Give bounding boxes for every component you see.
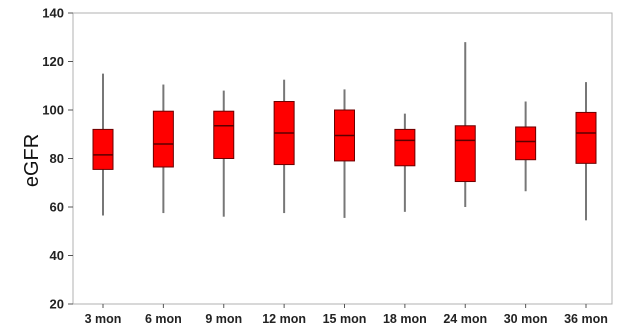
x-tick-label: 30 mon xyxy=(504,312,548,326)
box-30-mon xyxy=(515,101,537,192)
x-tick-label: 24 mon xyxy=(443,312,487,326)
box-iqr xyxy=(92,128,114,170)
box-6-mon xyxy=(152,84,174,214)
x-axis: 3 mon 6 mon 9 mon 12 mon 15 mon 18 mon 24 mon 3… xyxy=(85,304,608,326)
box-iqr xyxy=(454,125,476,183)
x-tick-label: 3 mon xyxy=(85,312,122,326)
x-tick-label: 6 mon xyxy=(145,312,182,326)
box-3-mon xyxy=(92,73,114,216)
x-tick-label: 12 mon xyxy=(262,312,306,326)
box-12-mon xyxy=(273,79,295,214)
x-tick-label: 18 mon xyxy=(383,312,427,326)
box-36-mon xyxy=(575,82,597,221)
x-tick-label: 36 mon xyxy=(564,312,608,326)
y-tick-label: 80 xyxy=(50,151,64,166)
box-15-mon xyxy=(334,89,355,218)
box-9-mon xyxy=(213,90,235,217)
box-iqr xyxy=(575,111,597,164)
y-tick-label: 120 xyxy=(42,54,64,69)
y-tick-label: 100 xyxy=(42,103,64,118)
y-tick-label: 140 xyxy=(42,6,64,21)
y-axis: 20 40 60 80 100 120 140 xyxy=(42,6,73,312)
box-iqr xyxy=(213,110,235,159)
x-tick-label: 15 mon xyxy=(323,312,367,326)
y-tick-label: 60 xyxy=(50,200,64,215)
box-18-mon xyxy=(394,113,416,212)
x-tick-label: 9 mon xyxy=(205,312,242,326)
box-24-mon xyxy=(454,42,476,207)
box-iqr xyxy=(394,128,416,167)
boxes-layer xyxy=(92,42,597,221)
y-tick-label: 40 xyxy=(50,248,64,263)
box-iqr xyxy=(152,110,174,168)
box-iqr xyxy=(515,126,537,161)
y-axis-label: eGFR xyxy=(21,134,43,187)
y-tick-label: 20 xyxy=(50,297,64,312)
